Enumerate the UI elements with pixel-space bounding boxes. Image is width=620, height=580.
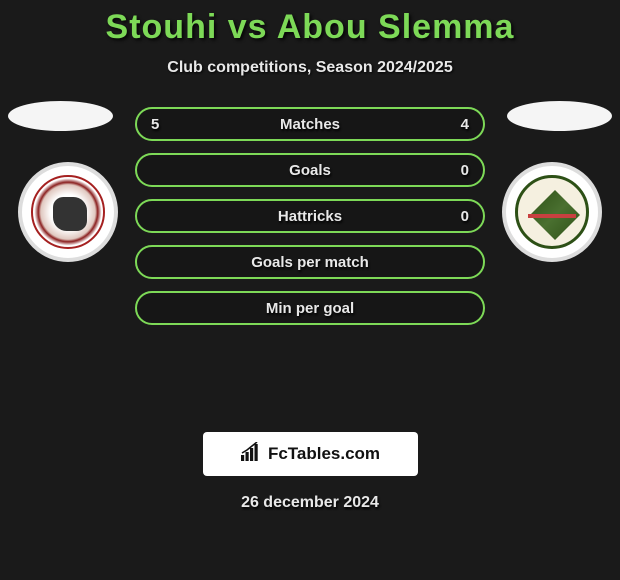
stat-row-hattricks: Hattricks 0 [135, 199, 485, 233]
stat-row-goals: Goals 0 [135, 153, 485, 187]
stat-label: Matches [280, 116, 340, 133]
stats-column: 5 Matches 4 Goals 0 Hattricks 0 Goals pe… [135, 107, 485, 337]
left-ellipse-decoration [8, 101, 113, 131]
stat-row-min-per-goal: Min per goal [135, 291, 485, 325]
stat-label: Goals [289, 162, 331, 179]
stat-label: Hattricks [278, 208, 342, 225]
brand-watermark: FcTables.com [203, 432, 418, 476]
stat-row-goals-per-match: Goals per match [135, 245, 485, 279]
stat-label: Goals per match [251, 254, 369, 271]
right-team-badge [502, 162, 602, 262]
left-team-badge [18, 162, 118, 262]
brand-text: FcTables.com [268, 444, 380, 464]
stat-label: Min per goal [266, 300, 354, 317]
right-ellipse-decoration [507, 101, 612, 131]
stat-right-value: 4 [461, 116, 469, 133]
stat-right-value: 0 [461, 208, 469, 225]
stat-right-value: 0 [461, 162, 469, 179]
season-subtitle: Club competitions, Season 2024/2025 [0, 59, 620, 77]
comparison-area: 5 Matches 4 Goals 0 Hattricks 0 Goals pe… [0, 107, 620, 427]
right-team-crest [515, 175, 589, 249]
stat-left-value: 5 [151, 116, 159, 133]
bar-chart-icon [240, 442, 262, 467]
left-team-crest [31, 175, 105, 249]
stat-row-matches: 5 Matches 4 [135, 107, 485, 141]
date-text: 26 december 2024 [0, 494, 620, 512]
page-title: Stouhi vs Abou Slemma [0, 0, 620, 47]
